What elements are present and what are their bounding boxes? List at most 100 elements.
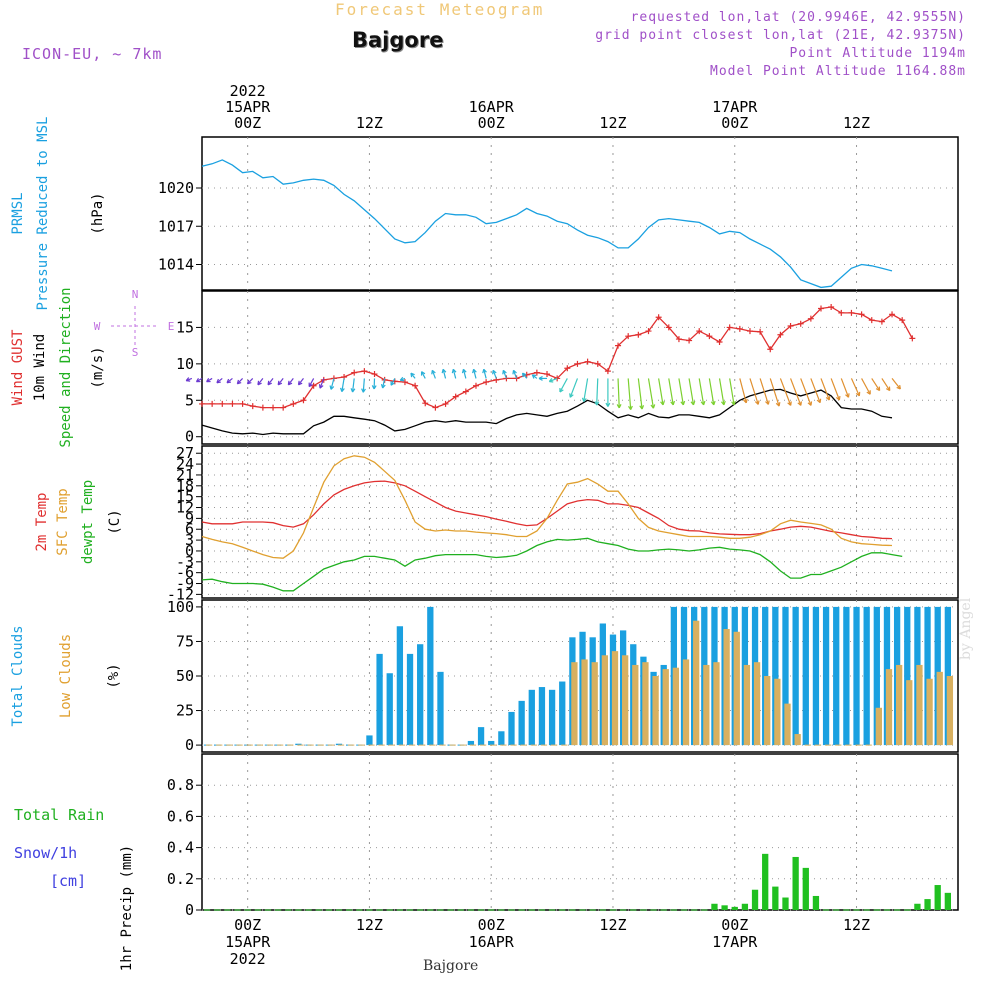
clouds-bar <box>601 655 609 746</box>
wind-grid <box>196 291 958 444</box>
clouds-bar <box>875 707 882 746</box>
clouds-axis-label: Total Clouds <box>10 625 26 726</box>
wind-arrow <box>341 378 345 392</box>
gust-marker <box>270 404 277 411</box>
watermark: by Angel <box>958 597 974 660</box>
clouds-bar <box>662 669 669 746</box>
clouds-bar <box>682 659 690 746</box>
gust-marker <box>878 318 885 325</box>
clouds-bar <box>853 606 860 746</box>
pressure-tick-label: 1017 <box>158 217 194 235</box>
precip-bar <box>751 889 759 910</box>
pressure-axis-label: (hPa) <box>90 192 106 234</box>
wind-arrow <box>308 378 315 387</box>
wind-arrow-head <box>339 387 345 393</box>
compass-east: E <box>168 320 175 333</box>
wind-arrow-head <box>594 401 600 406</box>
clouds-bar <box>622 655 629 746</box>
wind-arrow <box>779 378 792 406</box>
precip-axis-label: [cm] <box>50 872 86 890</box>
wind-arrow <box>473 369 477 379</box>
wind-arrow-head <box>441 368 447 374</box>
temperature-grid <box>196 446 958 598</box>
wind-arrow-head <box>216 378 221 384</box>
requested-coordinates: requested lon,lat (20.9946E, 42.9555N) <box>630 10 966 25</box>
wind-axis-label: Speed and Direction <box>58 287 74 447</box>
gust-marker <box>574 360 581 367</box>
clouds-tick-label: 100 <box>167 598 194 616</box>
clouds-bar <box>376 653 383 746</box>
footer-station: Bajgore <box>423 958 479 974</box>
clouds-bar <box>863 606 870 746</box>
wind-arrow <box>790 378 802 406</box>
clouds-bar <box>782 606 789 746</box>
precip-bar <box>792 856 799 910</box>
gust-marker <box>696 328 703 335</box>
clouds-bar <box>895 664 903 746</box>
station-name: Bajgore <box>352 28 444 52</box>
gust-marker <box>675 336 682 343</box>
wind-arrow-head <box>410 372 415 378</box>
temperature-tick-label: -3 <box>176 553 194 571</box>
gust-marker <box>422 400 429 407</box>
gust-marker <box>351 369 358 376</box>
model-point-altitude: Model Point Altitude 1164.88m <box>710 64 966 79</box>
wind-arrow-head <box>361 388 366 393</box>
wind-arrow <box>729 378 735 405</box>
clouds-bar <box>417 644 424 746</box>
wind-arrow <box>382 378 386 389</box>
time-label-top: 12Z <box>356 114 383 132</box>
wind-tick-label: 15 <box>176 318 194 336</box>
model-name: ICON-EU, ~ 7km <box>22 45 163 63</box>
time-label-bottom: 12Z <box>843 916 870 934</box>
time-label-top: 12Z <box>599 114 626 132</box>
precip-bar <box>934 885 941 910</box>
wind-arrow <box>830 378 840 401</box>
gust-marker <box>513 375 520 382</box>
wind-arrow-head <box>616 404 622 409</box>
wind-arrow-head <box>420 371 426 376</box>
wind-arrow-head <box>277 380 283 386</box>
clouds-bar <box>906 680 913 746</box>
clouds-bar <box>822 606 830 746</box>
wind-arrow-head <box>371 385 377 390</box>
gust-marker <box>777 331 784 338</box>
wind-arrow <box>647 378 655 409</box>
clouds-bar <box>723 629 730 746</box>
compass-cross <box>111 306 159 346</box>
gust-marker <box>209 400 216 407</box>
temperature-tick-label: 24 <box>176 455 194 473</box>
wind-arrow-head <box>521 372 527 378</box>
clouds-bar <box>591 662 598 746</box>
precip-tick-label: 0 <box>185 901 194 919</box>
gust-marker <box>533 369 540 376</box>
wind-arrow <box>257 378 264 386</box>
clouds-bar <box>693 620 700 746</box>
gust-marker <box>909 335 916 342</box>
compass-north: N <box>132 288 139 301</box>
gust-marker <box>746 328 753 335</box>
wind-arrow <box>267 378 274 386</box>
wind-arrow-head <box>492 369 497 375</box>
time-label-bottom: 00Z <box>478 916 505 934</box>
clouds-bar <box>632 664 639 746</box>
wind-arrow-head <box>807 401 813 406</box>
clouds-bar <box>833 606 840 746</box>
gust-marker <box>706 333 713 340</box>
clouds-tick-label: 0 <box>185 736 194 754</box>
clouds-bar <box>733 631 740 746</box>
wind-arrow-head <box>502 369 507 375</box>
clouds-axis-label: (%) <box>106 663 122 688</box>
clouds-bar <box>904 606 911 746</box>
gust-marker <box>290 400 297 407</box>
wind-arrow-head <box>267 380 272 386</box>
wind-arrow <box>861 378 871 395</box>
gust-marker <box>736 325 743 332</box>
gust-marker <box>442 400 449 407</box>
time-label-bottom: 00Z <box>721 916 748 934</box>
temperature-tick-label: 3 <box>185 531 194 549</box>
clouds-bar <box>924 606 931 746</box>
clouds-bar <box>571 662 578 746</box>
pressure-tick-label: 1020 <box>158 179 194 197</box>
temperature-tick-label: 0 <box>185 542 194 560</box>
